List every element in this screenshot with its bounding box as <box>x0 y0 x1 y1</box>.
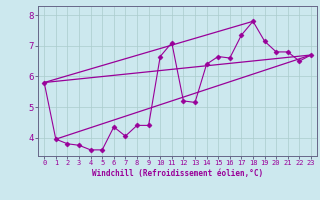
X-axis label: Windchill (Refroidissement éolien,°C): Windchill (Refroidissement éolien,°C) <box>92 169 263 178</box>
